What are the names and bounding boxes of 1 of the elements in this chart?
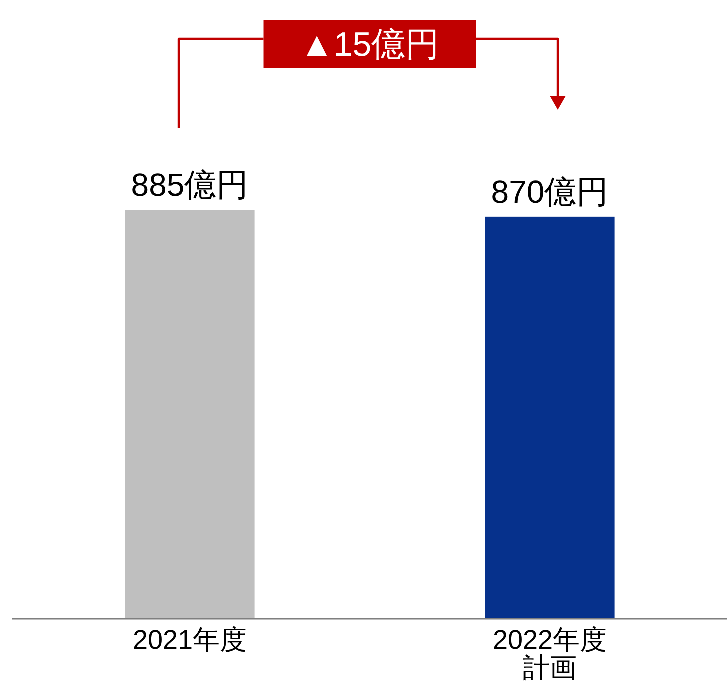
annotation: ▲15億円 — [264, 20, 476, 68]
